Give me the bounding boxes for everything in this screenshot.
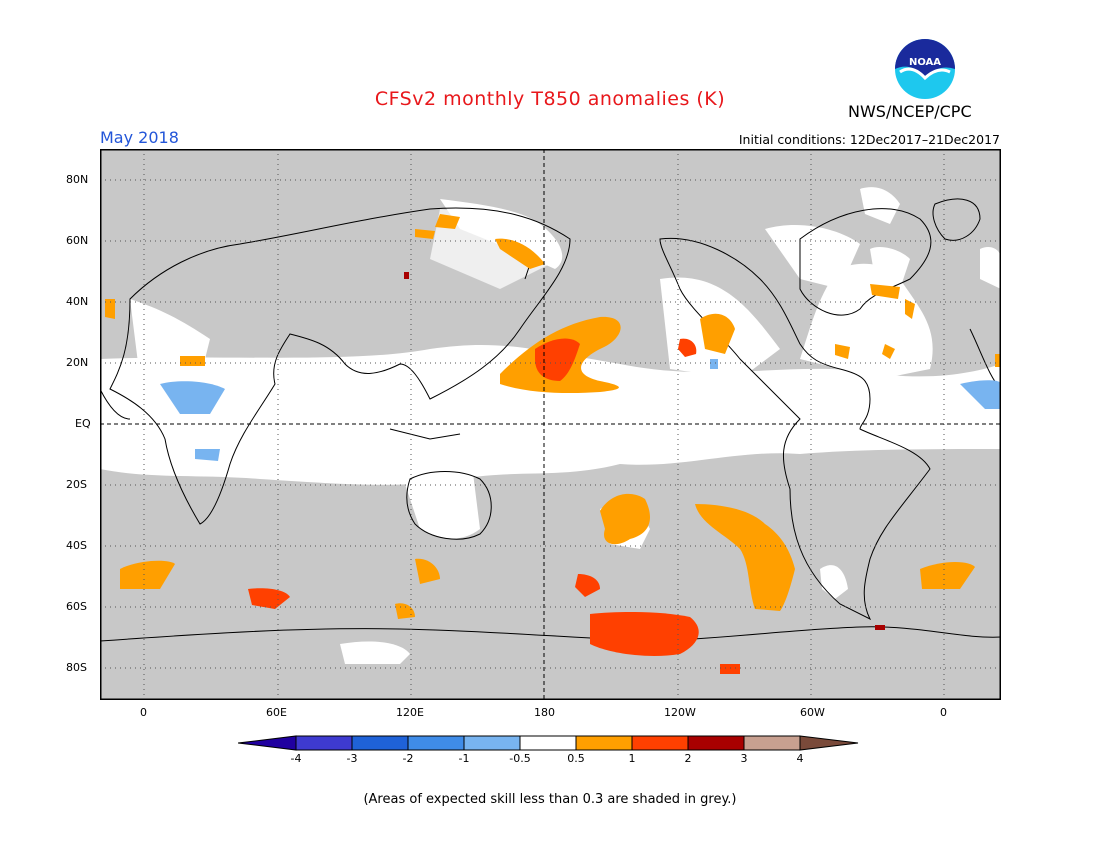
legend-label: 3: [740, 752, 748, 765]
skill-footnote: (Areas of expected skill less than 0.3 a…: [363, 792, 737, 807]
legend-label: -4: [290, 752, 302, 765]
legend-swatch: [631, 735, 689, 751]
logo-text: NOAA: [909, 57, 941, 68]
lat-label: 40S: [66, 539, 87, 552]
anomaly-2-to-3: [404, 272, 885, 630]
legend-arrow-high: [799, 735, 859, 751]
lon-label: 180: [534, 706, 555, 719]
legend-swatch: [519, 735, 577, 751]
legend-swatch: [463, 735, 521, 751]
lat-label: 40N: [66, 295, 89, 308]
agency-label: NWS/NCEP/CPC: [848, 102, 972, 121]
legend-label: 4: [796, 752, 804, 765]
legend-label: 1: [628, 752, 636, 765]
lon-label: 120W: [664, 706, 696, 719]
lat-label: EQ: [75, 417, 91, 430]
lon-label: 0: [940, 706, 947, 719]
map-frame: [100, 149, 1001, 700]
legend-label: 2: [684, 752, 692, 765]
color-legend: [238, 735, 859, 751]
lon-label: 60E: [266, 706, 287, 719]
equator-dateline: [100, 149, 1001, 700]
lat-label: 20N: [66, 356, 89, 369]
noaa-logo-icon: NOAA: [895, 39, 955, 99]
legend-label: 0.5: [567, 752, 585, 765]
lon-label: 0: [140, 706, 147, 719]
lat-label: 80N: [66, 173, 89, 186]
legend-label: -0.5: [509, 752, 531, 765]
legend-swatch: [351, 735, 409, 751]
lon-label: 60W: [800, 706, 825, 719]
legend-label: -1: [458, 752, 470, 765]
anomaly-1-to-2: [248, 338, 740, 674]
lat-label: 60N: [66, 234, 89, 247]
initial-conditions: Initial conditions: 12Dec2017–21Dec2017: [738, 132, 1000, 147]
lat-label: 60S: [66, 600, 87, 613]
legend-swatch: [687, 735, 745, 751]
legend-swatch: [295, 735, 353, 751]
lat-label: 20S: [66, 478, 87, 491]
chart-title: CFSv2 monthly T850 anomalies (K): [374, 88, 726, 110]
legend-swatch: [743, 735, 801, 751]
legend-label: -2: [402, 752, 414, 765]
legend-label: -3: [346, 752, 358, 765]
legend-labels: -4 -3 -2 -1 -0.5 0.5 1 2 3 4: [238, 752, 864, 768]
lon-label: 120E: [396, 706, 424, 719]
legend-swatch: [575, 735, 633, 751]
legend-arrow-low: [238, 735, 297, 751]
anomaly-neg-1-to-neg-0-5: [160, 359, 1001, 461]
legend-swatch: [407, 735, 465, 751]
lat-label: 80S: [66, 661, 87, 674]
forecast-period: May 2018: [100, 128, 179, 147]
anomaly-map: [100, 149, 1001, 700]
